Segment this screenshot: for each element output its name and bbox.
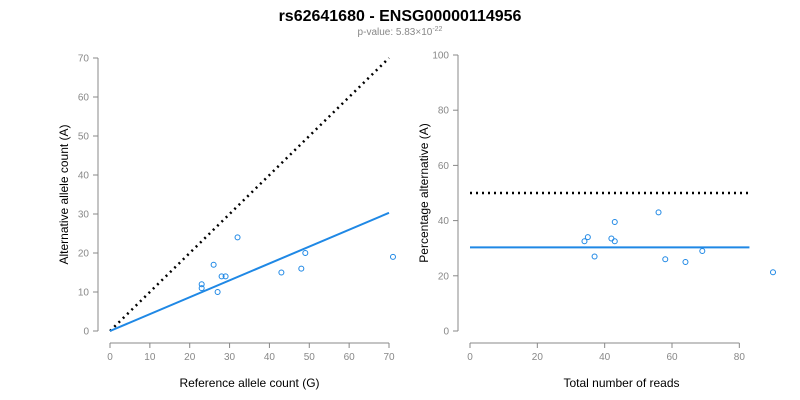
data-point <box>611 218 618 225</box>
x-tick-label: 50 <box>304 352 316 363</box>
y-axis-label: Alternative allele count (A) <box>57 124 71 264</box>
data-point <box>222 273 229 280</box>
data-point <box>770 269 776 276</box>
y-tick-label: 60 <box>438 161 450 172</box>
data-point <box>214 289 221 295</box>
data-point <box>234 234 241 241</box>
y-tick-label: 40 <box>78 171 90 182</box>
data-point <box>608 235 615 242</box>
y-tick-label: 40 <box>438 216 450 227</box>
y-tick-label: 60 <box>78 93 90 104</box>
data-point <box>591 253 598 260</box>
x-tick-label: 0 <box>107 352 113 363</box>
y-tick-label: 0 <box>83 327 89 338</box>
data-point <box>218 273 225 280</box>
data-point <box>655 209 662 216</box>
data-point <box>662 256 669 263</box>
x-tick-label: 0 <box>467 352 473 363</box>
x-tick-label: 40 <box>264 352 276 363</box>
y-tick-label: 80 <box>438 106 450 117</box>
x-tick-label: 30 <box>224 352 236 363</box>
fit-line <box>109 211 390 332</box>
chart-subtitle: p-value: 5.83×10-22 <box>358 26 443 38</box>
x-tick-label: 40 <box>599 352 611 363</box>
y-tick-label: 20 <box>438 271 450 282</box>
left-panel: 0 10 20 30 40 50 60 70 0 10 20 30 40 50 60 70 Reference … <box>57 54 396 390</box>
x-tick-label: 20 <box>532 352 544 363</box>
x-tick-label: 80 <box>734 352 746 363</box>
x-tick-label: 60 <box>666 352 678 363</box>
p-value-text: p-value: 5.83×10 <box>358 27 433 38</box>
y-tick-label: 50 <box>78 132 90 143</box>
x-axis-label: Total number of reads <box>563 376 679 390</box>
data-point <box>198 285 205 292</box>
reference-line <box>109 57 390 332</box>
data-point <box>302 250 309 256</box>
data-point <box>581 238 588 245</box>
x-tick-label: 10 <box>144 352 156 363</box>
y-axis-label: Percentage alternative (A) <box>417 123 431 262</box>
y-tick-label: 20 <box>78 249 90 260</box>
data-point <box>682 259 689 265</box>
x-axis-label: Reference allele count (G) <box>179 376 319 390</box>
right-panel: 0 20 40 60 80 0 20 40 60 80 100 Total number of rea… <box>417 51 776 390</box>
data-point <box>389 253 396 260</box>
x-tick-label: 70 <box>383 352 395 363</box>
y-tick-label: 30 <box>78 210 90 221</box>
data-point <box>278 269 285 276</box>
y-tick-label: 0 <box>443 327 449 338</box>
data-point <box>699 247 706 254</box>
data-point <box>298 265 305 272</box>
y-tick-label: 100 <box>432 51 449 62</box>
y-tick-label: 10 <box>78 288 90 299</box>
data-point <box>198 281 205 288</box>
y-tick-label: 70 <box>78 54 90 65</box>
data-point <box>611 238 618 245</box>
data-point <box>210 261 217 268</box>
chart-title: rs62641680 - ENSG00000114956 <box>279 8 522 25</box>
x-tick-label: 20 <box>184 352 196 363</box>
x-tick-label: 60 <box>344 352 356 363</box>
data-point <box>584 234 591 241</box>
p-value-exponent: -22 <box>432 26 442 33</box>
